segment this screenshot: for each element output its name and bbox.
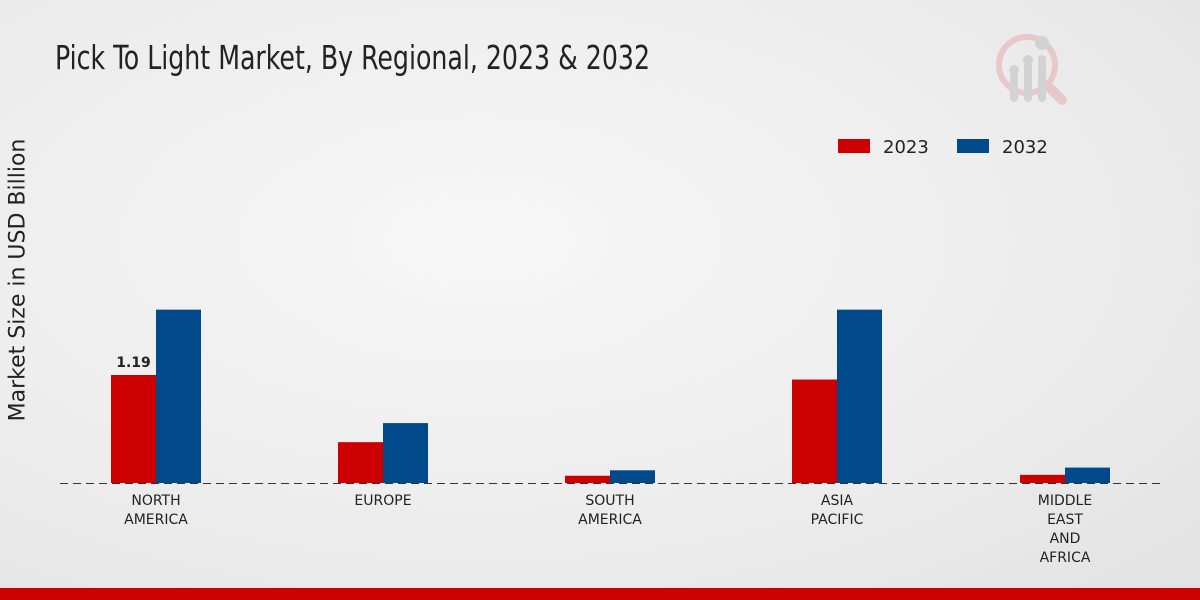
category-label: NORTH bbox=[131, 493, 180, 509]
category-label: EUROPE bbox=[354, 493, 411, 509]
category-label: AMERICA bbox=[578, 512, 642, 528]
category-label: AFRICA bbox=[1040, 550, 1091, 566]
category-label: ASIA bbox=[821, 493, 854, 509]
watermark-logo bbox=[996, 34, 1067, 105]
bar-2032-1 bbox=[383, 423, 428, 483]
bar-2032-0 bbox=[156, 309, 201, 483]
legend-label: 2032 bbox=[1002, 137, 1048, 158]
bar-2023-0 bbox=[111, 375, 156, 483]
legend-swatch-2032 bbox=[957, 139, 989, 153]
chart-title: Pick To Light Market, By Regional, 2023 … bbox=[55, 38, 651, 77]
legend-label: 2023 bbox=[883, 137, 929, 158]
data-label: 1.19 bbox=[116, 355, 151, 371]
bar-2023-4 bbox=[1020, 474, 1065, 483]
category-label: SOUTH bbox=[585, 493, 634, 509]
bar-2023-2 bbox=[565, 475, 610, 483]
category-label: MIDDLE bbox=[1038, 493, 1092, 509]
bar-2032-3 bbox=[837, 309, 882, 483]
bar-2023-1 bbox=[338, 442, 383, 483]
bottom-accent-bar bbox=[0, 588, 1200, 600]
category-label: AMERICA bbox=[124, 512, 188, 528]
bar-2023-3 bbox=[792, 379, 837, 483]
bar-2032-4 bbox=[1065, 467, 1110, 483]
legend-swatch-2023 bbox=[838, 139, 870, 153]
bar-2032-2 bbox=[610, 470, 655, 483]
category-label: PACIFIC bbox=[811, 512, 864, 528]
category-label: EAST bbox=[1047, 512, 1083, 528]
category-label: AND bbox=[1050, 531, 1081, 547]
